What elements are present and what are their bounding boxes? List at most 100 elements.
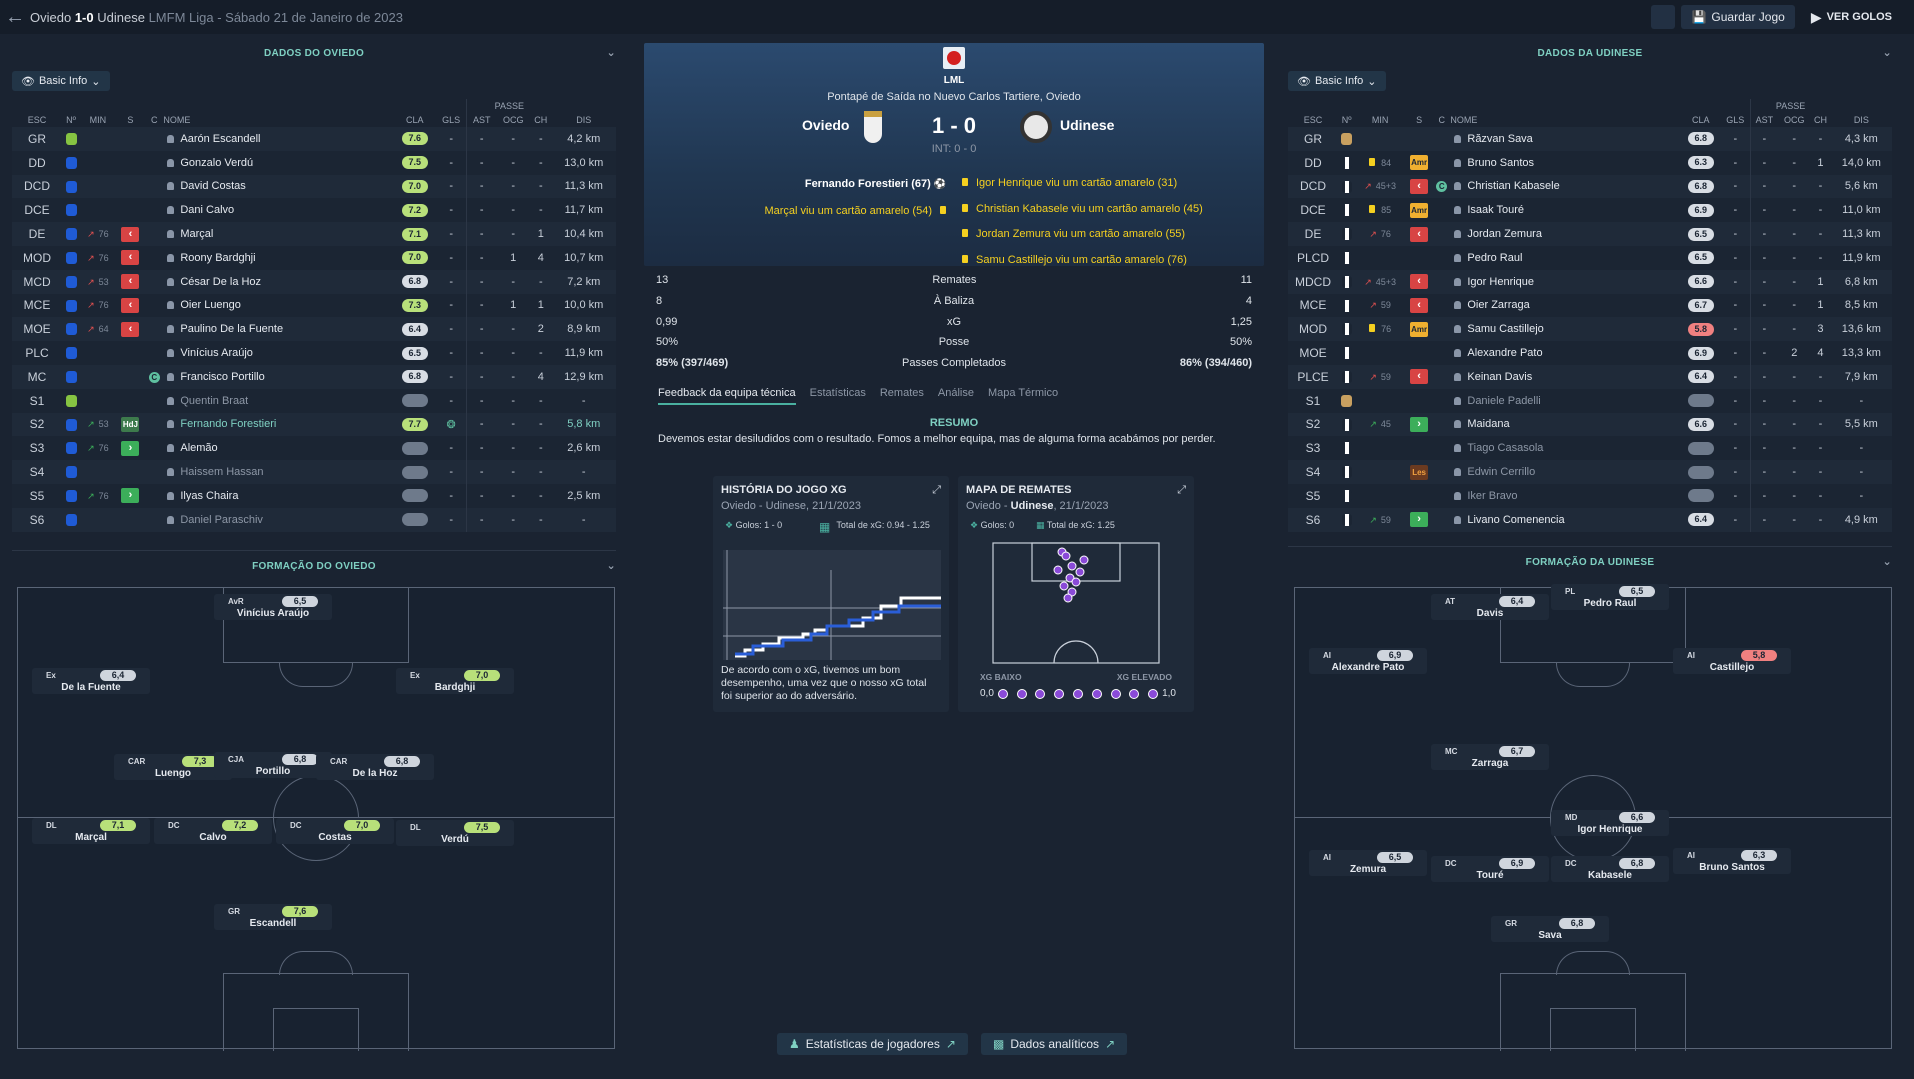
player-name-cell[interactable]: Daniele Padelli	[1450, 388, 1681, 413]
player-name[interactable]: Maidana	[1467, 418, 1510, 431]
player-name-cell[interactable]: Oier Zarraga	[1450, 293, 1681, 318]
player-row[interactable]: S3 Tiago Casasola - - - - - -	[1288, 436, 1892, 461]
player-row[interactable]: MC C Francisco Portillo 6.8- - -4 12,9 km	[12, 364, 616, 389]
player-row[interactable]: PLCD Pedro Raul 6.5- - - -11,9 km	[1288, 245, 1892, 270]
player-row[interactable]: MCE ↗ 59 ‹ Oier Zarraga 6.7- - -1 8,5 km	[1288, 293, 1892, 318]
player-row[interactable]: S1 Quentin Braat - - - - - -	[12, 388, 616, 413]
player-row[interactable]: DD Gonzalo Verdú 7.5- - - -13,0 km	[12, 150, 616, 175]
formation-player[interactable]: PL 6,5 Pedro Raul	[1551, 584, 1669, 610]
player-row[interactable]: S4 Haissem Hassan - - - - - -	[12, 460, 616, 484]
status-cell[interactable]	[1405, 436, 1434, 461]
status-cell[interactable]: Les	[1405, 460, 1434, 484]
player-row[interactable]: MOD ↗ 76 ‹ Roony Bardghji 7.0- -1 4 10,7 km	[12, 245, 616, 270]
player-name-cell[interactable]: Alexandre Pato	[1450, 341, 1681, 365]
player-name-cell[interactable]: Francisco Portillo	[163, 364, 394, 389]
player-name-cell[interactable]: Jordan Zemura	[1450, 222, 1681, 246]
player-name[interactable]: Haissem Hassan	[180, 466, 264, 479]
status-cell[interactable]: Amr	[1405, 198, 1434, 223]
status-cell[interactable]	[1405, 388, 1434, 413]
player-name[interactable]: Quentin Braat	[180, 394, 249, 407]
player-row[interactable]: DE ↗ 76 ‹ Marçal 7.1- - -1 10,4 km	[12, 222, 616, 246]
chevron-down-icon[interactable]: ⌄	[606, 559, 616, 572]
formation-player[interactable]: DC 6,8 Kabasele	[1551, 856, 1669, 882]
player-name[interactable]: Oier Luengo	[180, 299, 241, 312]
formation-player[interactable]: AI 6,3 Bruno Santos	[1673, 848, 1791, 874]
formation-player[interactable]: MC 6,7 Zarraga	[1431, 744, 1549, 770]
player-name[interactable]: Gonzalo Verdú	[180, 156, 254, 169]
player-name[interactable]: Roony Bardghji	[180, 251, 256, 264]
player-name[interactable]: Ilyas Chaira	[180, 489, 239, 502]
status-cell[interactable]: ‹	[115, 317, 146, 342]
player-name-cell[interactable]: Daniel Paraschiv	[163, 507, 394, 532]
player-row[interactable]: S5 ↗ 76 › Ilyas Chaira - - - - -2,5 km	[12, 483, 616, 508]
player-name-cell[interactable]: Christian Kabasele	[1450, 174, 1681, 199]
home-team-name[interactable]: Oviedo	[802, 117, 850, 133]
shot-map-card[interactable]: MAPA DE REMATES ⤢ Oviedo - Udinese, 21/1…	[958, 476, 1194, 712]
formation-player[interactable]: AI 6,9 Alexandre Pato	[1309, 648, 1427, 674]
player-row[interactable]: S6 ↗ 59 › Livano Comenencia 6.4- - - -4,9 km	[1288, 507, 1892, 532]
status-cell[interactable]: ‹	[115, 222, 146, 246]
status-cell[interactable]: Amr	[1405, 317, 1434, 342]
player-row[interactable]: MCD ↗ 53 ‹ César De la Hoz 6.8- - - -7,2 km	[12, 269, 616, 294]
player-name-cell[interactable]: Samu Castillejo	[1450, 317, 1681, 342]
player-name-cell[interactable]: Fernando Forestieri	[163, 412, 394, 437]
expand-icon[interactable]: ⤢	[932, 484, 941, 496]
player-name[interactable]: Vinícius Araújo	[180, 347, 253, 360]
player-row[interactable]: S2 ↗ 45 › Maidana 6.6- - - -5,5 km	[1288, 412, 1892, 437]
player-name[interactable]: Paulino De la Fuente	[180, 323, 284, 336]
player-name-cell[interactable]: Maidana	[1450, 412, 1681, 437]
player-name-cell[interactable]: César De la Hoz	[163, 269, 394, 294]
player-name-cell[interactable]: Quentin Braat	[163, 388, 394, 413]
player-row[interactable]: DCE 85 Amr Isaak Touré 6.9- - - -11,0 km	[1288, 198, 1892, 223]
status-cell[interactable]	[115, 127, 146, 151]
player-name[interactable]: Francisco Portillo	[180, 370, 265, 383]
formation-player[interactable]: CAR 7,3 Luengo	[114, 754, 232, 780]
player-row[interactable]: MOD 76 Amr Samu Castillejo 5.8- - -3 13,6 km	[1288, 317, 1892, 342]
player-row[interactable]: DE ↗ 76 ‹ Jordan Zemura 6.5- - - -11,3 km	[1288, 222, 1892, 246]
player-name-cell[interactable]: Roony Bardghji	[163, 245, 394, 270]
player-name-cell[interactable]: Vinícius Araújo	[163, 341, 394, 365]
status-cell[interactable]	[1405, 127, 1434, 151]
player-name[interactable]: Alemão	[180, 442, 218, 455]
player-name-cell[interactable]: Dani Calvo	[163, 198, 394, 223]
status-cell[interactable]	[115, 150, 146, 175]
player-row[interactable]: DCE Dani Calvo 7.2- - - -11,7 km	[12, 198, 616, 223]
status-cell[interactable]: ‹	[115, 293, 146, 318]
player-name-cell[interactable]: Răzvan Sava	[1450, 127, 1681, 151]
formation-player[interactable]: GR 7,6 Escandell	[214, 904, 332, 930]
player-name[interactable]: Daniel Paraschiv	[180, 513, 263, 526]
player-name-cell[interactable]: Marçal	[163, 222, 394, 246]
player-name[interactable]: Livano Comenencia	[1467, 513, 1565, 526]
player-name-cell[interactable]: Oier Luengo	[163, 293, 394, 318]
expand-icon[interactable]: ⤢	[1177, 484, 1186, 496]
status-cell[interactable]: ›	[1405, 412, 1434, 437]
player-name[interactable]: Iker Bravo	[1467, 489, 1518, 502]
player-name-cell[interactable]: Edwin Cerrillo	[1450, 460, 1681, 484]
analysis-tab[interactable]: Mapa Térmico	[987, 387, 1059, 400]
status-cell[interactable]: ‹	[115, 269, 146, 294]
player-name[interactable]: Aarón Escandell	[180, 132, 261, 145]
status-cell[interactable]	[1405, 341, 1434, 365]
player-name[interactable]: Daniele Padelli	[1467, 394, 1541, 407]
player-row[interactable]: GR Răzvan Sava 6.8- - - -4,3 km	[1288, 127, 1892, 151]
player-name[interactable]: Christian Kabasele	[1467, 180, 1560, 193]
status-cell[interactable]	[115, 364, 146, 389]
player-name[interactable]: Tiago Casasola	[1467, 442, 1544, 455]
player-name[interactable]: Jordan Zemura	[1467, 228, 1542, 241]
player-row[interactable]: GR Aarón Escandell 7.6- - - -4,2 km	[12, 127, 616, 151]
status-cell[interactable]: HdJ	[115, 412, 146, 437]
formation-player[interactable]: CAR 6,8 De la Hoz	[316, 754, 434, 780]
player-row[interactable]: S6 Daniel Paraschiv - - - - - -	[12, 507, 616, 532]
status-cell[interactable]: ›	[1405, 507, 1434, 532]
player-row[interactable]: PLCE ↗ 59 ‹ Keinan Davis 6.4- - - -7,9 km	[1288, 364, 1892, 389]
basic-info-dropdown[interactable]: 👁 Basic Info ⌄	[1288, 71, 1892, 91]
status-cell[interactable]: ‹	[115, 245, 146, 270]
chevron-down-icon[interactable]: ⌄	[606, 47, 616, 59]
chevron-down-icon[interactable]: ⌄	[1882, 555, 1892, 568]
status-cell[interactable]	[115, 174, 146, 199]
menu-button[interactable]	[1651, 5, 1676, 29]
status-cell[interactable]: ‹	[1405, 222, 1434, 246]
player-row[interactable]: MOE ↗ 64 ‹ Paulino De la Fuente 6.4- - -2 8,9 km	[12, 317, 616, 342]
player-name[interactable]: Fernando Forestieri	[180, 418, 277, 431]
player-name-cell[interactable]: Aarón Escandell	[163, 127, 394, 151]
